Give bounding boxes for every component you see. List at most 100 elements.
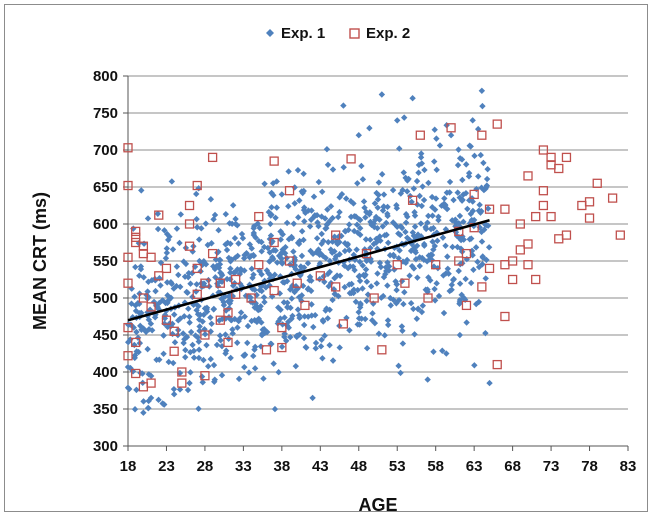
point-exp2	[607, 193, 618, 203]
point-exp1	[263, 267, 271, 274]
point-exp1	[171, 339, 179, 346]
point-exp1	[173, 263, 181, 270]
point-exp1	[184, 386, 192, 394]
point-exp1	[418, 308, 426, 316]
point-exp1	[193, 190, 200, 198]
point-exp1	[235, 375, 243, 383]
point-exp1	[443, 350, 450, 357]
point-exp1	[439, 347, 446, 354]
point-exp1	[424, 376, 431, 383]
point-exp1	[355, 308, 362, 316]
point-exp1	[225, 298, 232, 305]
y-tick-label: 400	[93, 364, 118, 381]
point-exp1	[285, 236, 293, 243]
point-exp1	[296, 197, 303, 204]
point-exp1	[315, 178, 323, 186]
point-exp1	[342, 195, 350, 202]
point-exp1	[450, 196, 457, 204]
point-exp1	[256, 306, 264, 313]
point-exp1	[199, 379, 206, 386]
point-exp1	[145, 397, 152, 405]
point-exp1	[331, 255, 339, 263]
point-exp1	[419, 183, 426, 190]
point-exp1	[165, 296, 173, 304]
point-exp1	[329, 166, 337, 173]
point-exp1	[433, 166, 440, 174]
point-exp1	[402, 259, 410, 267]
point-exp1	[227, 316, 235, 324]
point-exp1	[290, 248, 297, 255]
point-exp2	[146, 302, 156, 312]
x-tick-label: 78	[581, 458, 598, 475]
point-exp1	[315, 246, 322, 253]
point-exp1	[320, 237, 327, 245]
point-exp1	[351, 213, 358, 220]
point-exp1	[336, 344, 343, 351]
point-exp1	[300, 264, 308, 271]
point-exp1	[202, 220, 210, 227]
point-exp2	[123, 278, 133, 288]
point-exp1	[344, 242, 351, 249]
point-exp1	[274, 259, 281, 266]
point-exp1	[374, 196, 382, 203]
point-exp1	[393, 223, 401, 230]
legend-marker-exp2	[349, 28, 360, 39]
point-exp1	[341, 227, 349, 235]
point-exp1	[366, 124, 373, 132]
point-exp1	[411, 331, 418, 338]
point-exp1	[267, 220, 274, 228]
point-exp1	[208, 320, 215, 327]
point-exp1	[375, 330, 383, 337]
point-exp1	[374, 224, 381, 232]
point-exp1	[414, 274, 421, 281]
point-exp1	[417, 220, 425, 227]
point-exp2	[477, 282, 487, 292]
point-exp1	[370, 240, 378, 248]
point-exp1	[237, 309, 245, 316]
point-exp1	[240, 255, 248, 262]
point-exp1	[275, 304, 282, 311]
point-exp1	[371, 200, 379, 207]
point-exp1	[285, 318, 292, 326]
point-exp2	[161, 315, 172, 325]
point-exp1	[421, 242, 428, 249]
point-exp1	[420, 196, 428, 204]
point-exp1	[183, 334, 191, 341]
point-exp1	[248, 317, 255, 325]
point-exp1	[385, 267, 393, 274]
point-exp1	[189, 341, 196, 349]
point-exp1	[227, 269, 234, 276]
point-exp1	[440, 272, 447, 279]
point-exp1	[173, 225, 181, 232]
point-exp1	[140, 409, 147, 416]
point-exp1	[448, 281, 455, 289]
y-tick-label: 450	[93, 327, 118, 344]
point-exp1	[431, 158, 438, 165]
point-exp2	[392, 260, 402, 270]
point-exp1	[162, 255, 170, 262]
point-exp1	[176, 239, 183, 247]
point-exp1	[359, 176, 367, 183]
point-exp1	[195, 346, 203, 353]
point-exp1	[485, 244, 493, 251]
point-exp1	[358, 315, 365, 322]
point-exp1	[269, 180, 277, 187]
point-exp1	[218, 295, 225, 303]
point-exp1	[454, 189, 461, 196]
x-tick-label: 48	[350, 458, 367, 475]
point-exp1	[293, 333, 300, 341]
point-exp1	[180, 339, 187, 347]
point-exp1	[306, 277, 313, 284]
point-exp1	[292, 362, 300, 370]
point-exp2	[500, 260, 510, 270]
point-exp1	[278, 191, 286, 198]
point-exp1	[355, 273, 363, 280]
point-exp2	[554, 234, 564, 244]
point-exp1	[435, 292, 443, 300]
point-exp1	[315, 222, 322, 230]
point-exp1	[329, 357, 337, 364]
point-exp1	[404, 213, 411, 220]
point-exp1	[393, 286, 400, 294]
point-exp1	[425, 274, 432, 281]
point-exp1	[346, 263, 354, 270]
